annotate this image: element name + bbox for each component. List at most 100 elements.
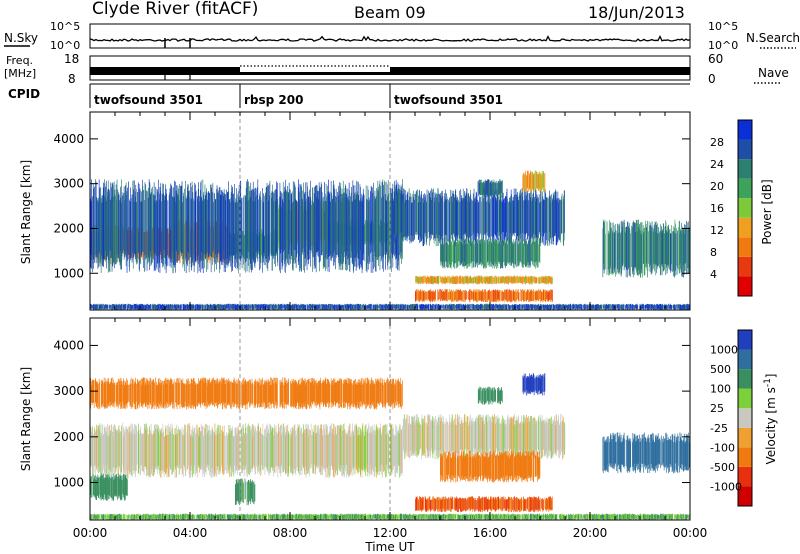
heatmap-cell: [480, 243, 481, 263]
heatmap-cell: [212, 304, 213, 310]
heatmap-cell: [276, 433, 278, 467]
heatmap-cell: [402, 194, 404, 241]
heatmap-cell: [429, 277, 431, 284]
heatmap-cell: [540, 189, 542, 237]
heatmap-cell: [431, 291, 433, 302]
heatmap-cell: [284, 428, 285, 466]
heatmap-cell: [205, 191, 207, 255]
heatmap-cell: [524, 289, 526, 302]
heatmap-cell: [495, 182, 496, 195]
heatmap-cell: [140, 304, 142, 309]
heatmap-cell: [551, 276, 553, 284]
heatmap-cell: [162, 433, 163, 466]
heatmap-cell: [535, 277, 537, 284]
heatmap-cell: [535, 304, 537, 310]
heatmap-cell: [439, 417, 441, 457]
heatmap-cell: [297, 187, 299, 262]
heatmap-cell: [387, 196, 388, 266]
heatmap-cell: [151, 188, 152, 264]
heatmap-cell: [530, 188, 531, 242]
heatmap-cell: [612, 222, 614, 275]
heatmap-cell: [398, 430, 399, 466]
heatmap-cell: [138, 423, 139, 473]
heatmap-cell: [502, 304, 504, 310]
heatmap-cell: [447, 424, 449, 456]
heatmap-cell: [380, 427, 381, 471]
heatmap-cell: [348, 430, 349, 477]
heatmap-cell: [222, 191, 224, 266]
heatmap-cell: [199, 427, 200, 473]
heatmap-cell: [517, 304, 519, 310]
heatmap-cell: [337, 223, 339, 241]
heatmap-cell: [417, 277, 419, 285]
heatmap-cell: [538, 290, 539, 301]
heatmap-cell: [288, 431, 289, 474]
heatmap-cell: [458, 202, 460, 240]
heatmap-cell: [147, 191, 148, 265]
heatmap-cell: [631, 225, 632, 268]
heatmap-cell: [485, 275, 487, 285]
heatmap-cell: [505, 422, 506, 455]
heatmap-cell: [445, 418, 447, 458]
heatmap-cell: [478, 290, 479, 301]
heatmap-cell: [159, 435, 161, 476]
heatmap-cell: [467, 242, 469, 264]
heatmap-cell: [211, 187, 212, 258]
heatmap-cell: [534, 304, 535, 309]
heatmap-cell: [460, 241, 462, 266]
heatmap-cell: [149, 183, 151, 267]
heatmap-cell: [478, 202, 479, 243]
heatmap-cell: [528, 304, 529, 310]
heatmap-cell: [298, 305, 300, 310]
heatmap-cell: [516, 194, 517, 240]
heatmap-cell: [343, 192, 345, 258]
heatmap-cell: [364, 225, 365, 242]
heatmap-cell: [642, 225, 644, 264]
heatmap-cell: [121, 425, 122, 473]
heatmap-cell: [135, 429, 137, 465]
heatmap-cell: [327, 304, 329, 310]
heatmap-cell: [509, 305, 510, 310]
heatmap-cell: [605, 233, 606, 269]
heatmap-cell: [501, 277, 503, 284]
heatmap-cell: [517, 304, 519, 310]
heatmap-cell: [344, 428, 345, 476]
heatmap-cell: [112, 431, 113, 470]
heatmap-cell: [195, 304, 197, 310]
heatmap-cell: [257, 431, 259, 475]
heatmap-cell: [596, 304, 597, 310]
heatmap-cell: [358, 201, 360, 269]
heatmap-cell: [355, 423, 357, 470]
heatmap-cell: [208, 435, 209, 466]
heatmap-cell: [300, 304, 302, 310]
heatmap-cell: [542, 199, 544, 245]
heatmap-cell: [455, 305, 456, 309]
heatmap-cell: [492, 290, 494, 302]
heatmap-cell: [241, 304, 242, 310]
heatmap-cell: [375, 430, 377, 467]
heatmap-cell: [474, 275, 475, 283]
heatmap-cell: [230, 428, 232, 470]
heatmap-cell: [283, 303, 285, 309]
heatmap-cell: [490, 182, 491, 197]
heatmap-cell: [425, 202, 427, 243]
heatmap-cell: [380, 197, 382, 262]
heatmap-cell: [415, 423, 417, 456]
heatmap-cell: [125, 182, 127, 267]
heatmap-cell: [307, 429, 309, 474]
heatmap-cell: [243, 194, 245, 271]
heatmap-cell: [267, 425, 268, 472]
heatmap-cell: [458, 423, 460, 454]
heatmap-cell: [152, 186, 153, 263]
heatmap-cell: [259, 193, 261, 256]
heatmap-cell: [207, 304, 209, 310]
heatmap-cell: [487, 304, 489, 309]
heatmap-cell: [357, 428, 358, 467]
heatmap-cell: [607, 233, 609, 270]
heatmap-cell: [511, 422, 513, 456]
heatmap-cell: [482, 421, 484, 458]
heatmap-cell: [667, 227, 669, 265]
heatmap-cell: [164, 195, 165, 250]
heatmap-cell: [207, 304, 209, 310]
heatmap-cell: [402, 303, 403, 310]
